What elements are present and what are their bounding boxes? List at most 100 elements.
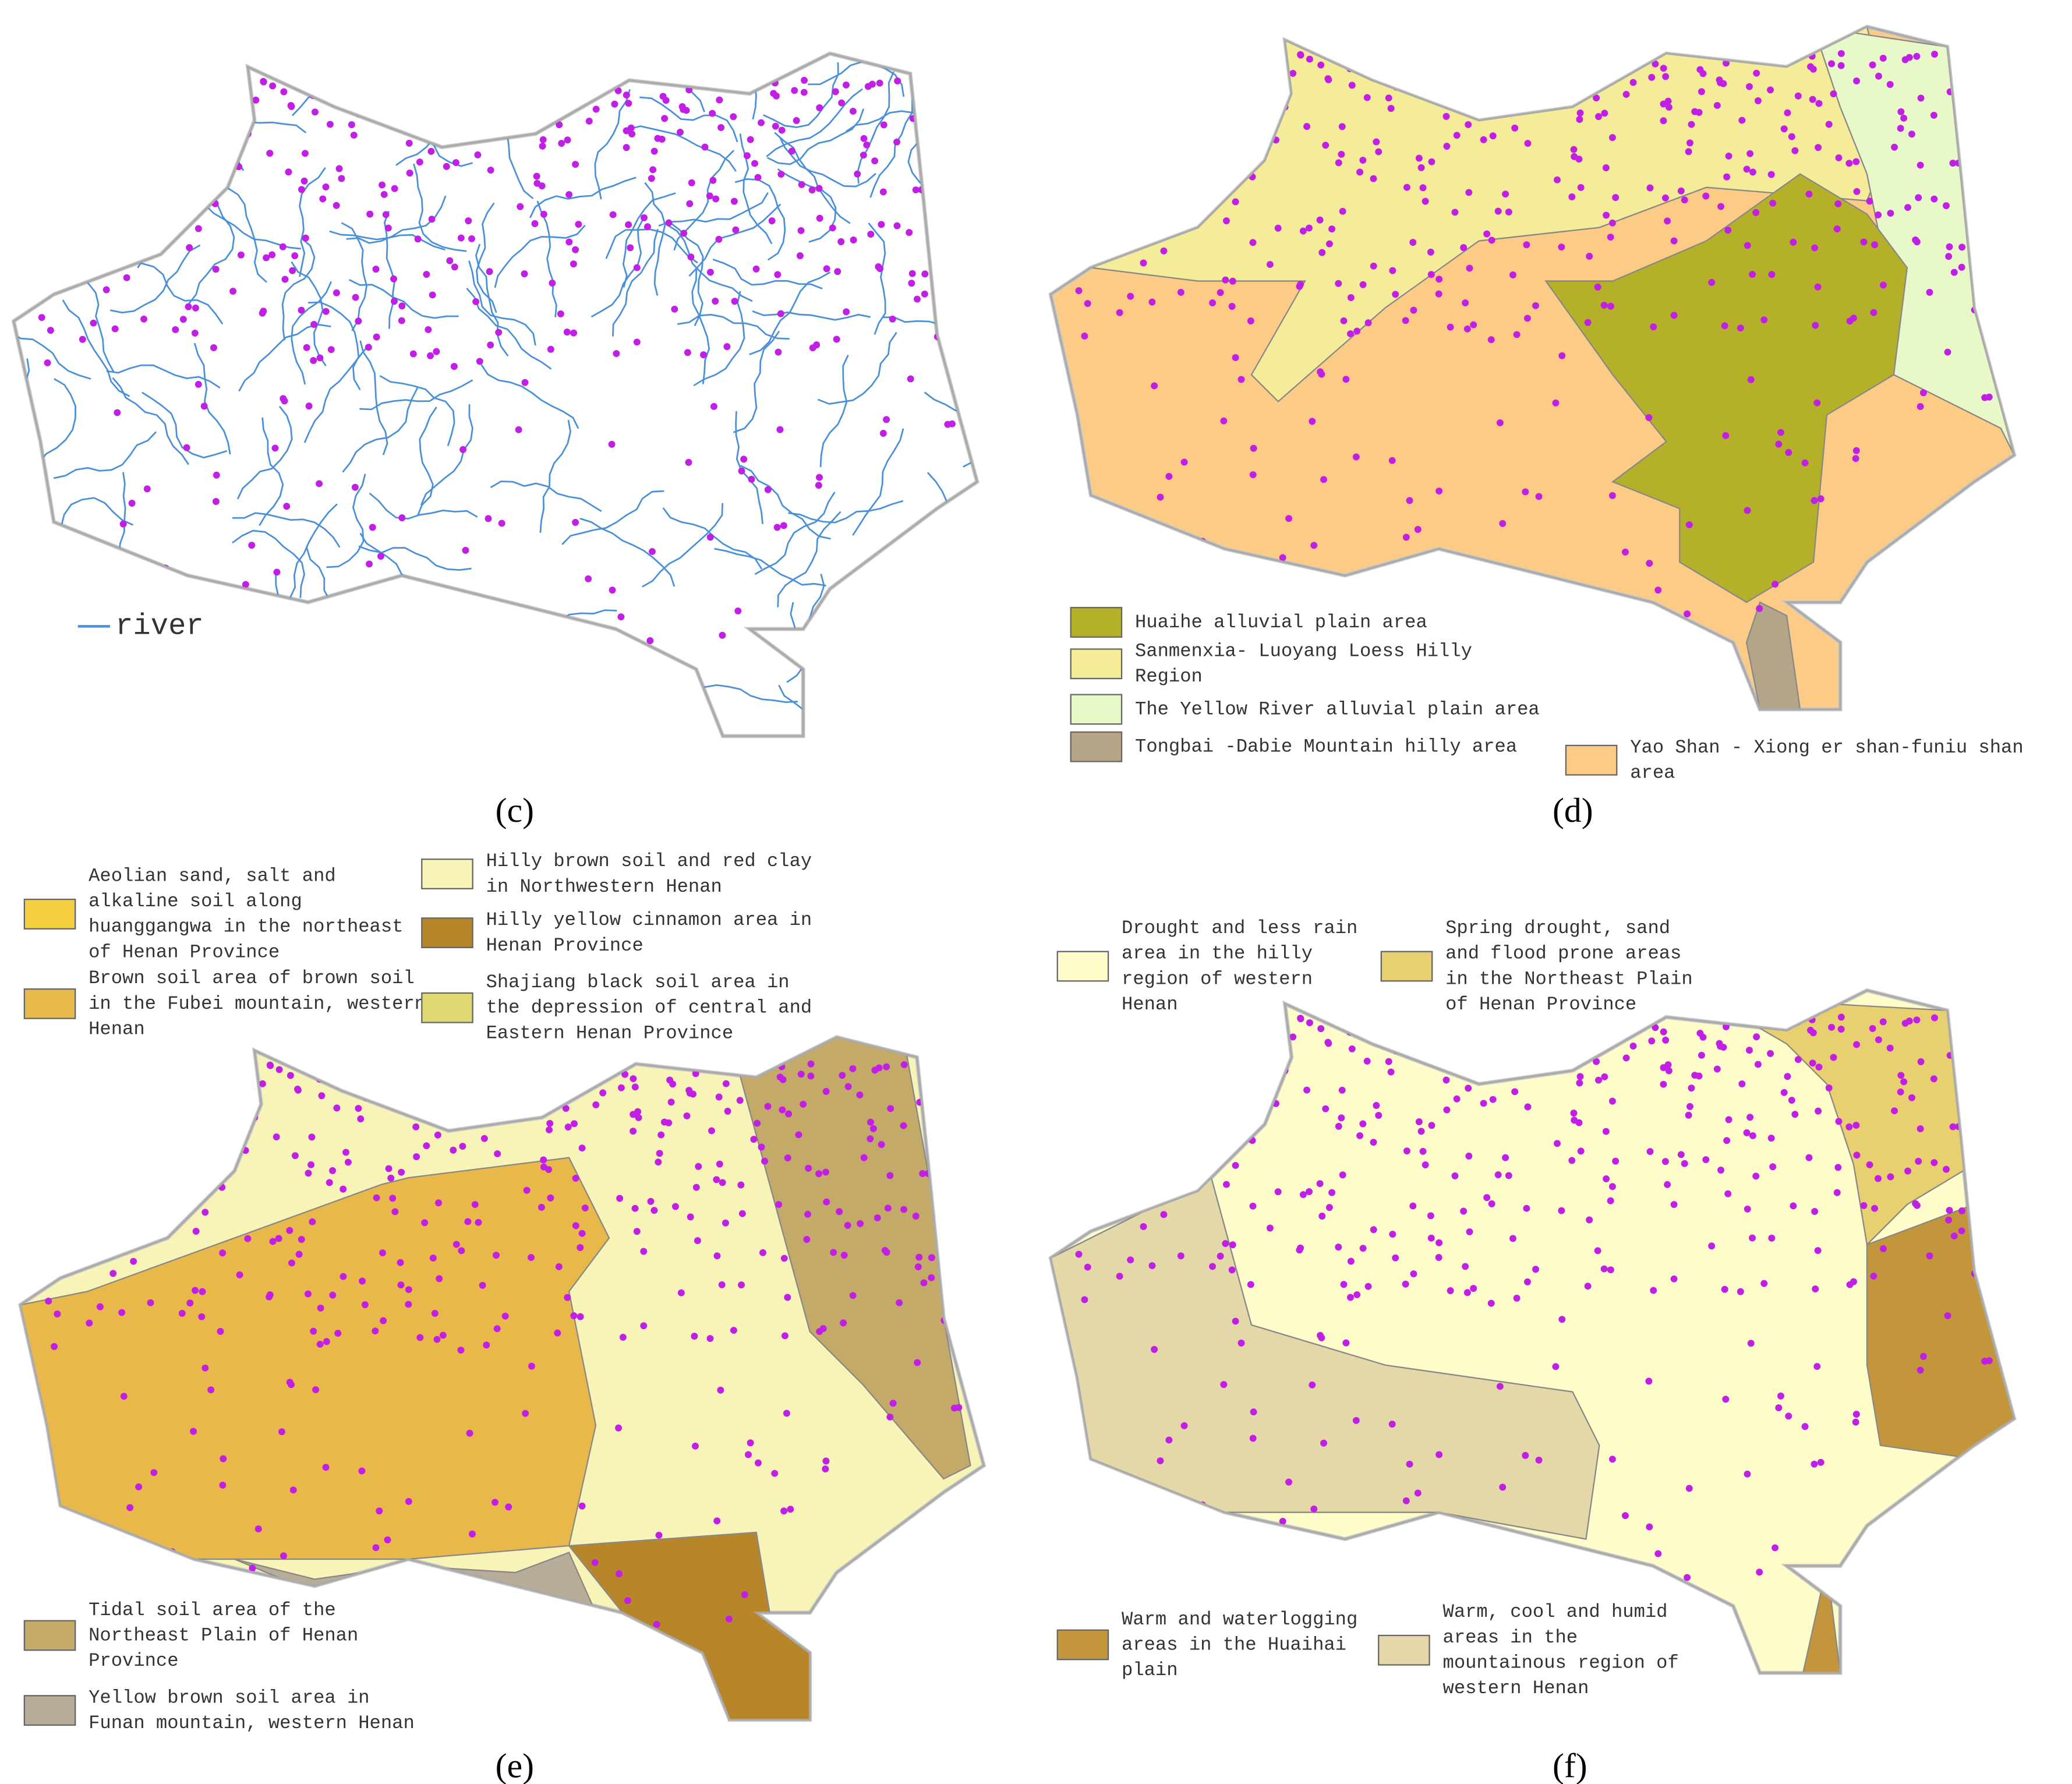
legend-text: Henan [89, 1019, 145, 1040]
sample-point [796, 252, 804, 260]
sample-point [1250, 444, 1257, 452]
sample-point [922, 89, 930, 96]
sample-point [1915, 1157, 1922, 1165]
sample-point [780, 1507, 788, 1515]
legend-text: The Yellow River alluvial plain area [1135, 698, 1540, 720]
sample-point [459, 1143, 466, 1150]
sample-point [871, 157, 879, 165]
sample-point [1137, 1062, 1145, 1069]
river [917, 98, 977, 154]
sample-point [816, 1328, 823, 1336]
sample-point [630, 1128, 637, 1135]
sample-point [1480, 1100, 1487, 1107]
sample-point [1930, 111, 1937, 119]
sample-point [44, 1174, 51, 1181]
sample-point [773, 524, 781, 531]
legend-swatch [1565, 744, 1618, 776]
sample-point [572, 1175, 579, 1182]
sample-point [956, 1276, 963, 1283]
sample-point [101, 129, 109, 136]
sample-point [1747, 1340, 1755, 1347]
sample-point [829, 224, 836, 232]
sample-point [691, 1333, 698, 1340]
sample-point [752, 265, 760, 273]
sample-point [1088, 1014, 1096, 1022]
sample-point [1815, 144, 1822, 151]
river [480, 364, 579, 429]
sample-point [1853, 77, 1861, 84]
sample-point [554, 1329, 561, 1337]
sample-point [58, 1061, 65, 1069]
sample-point [777, 310, 784, 317]
sample-point [291, 1152, 299, 1160]
sample-point [609, 587, 616, 594]
sample-point [1778, 55, 1785, 62]
sample-point [435, 1199, 442, 1207]
sample-point [1483, 1194, 1491, 1202]
sample-point [815, 1170, 823, 1178]
sample-point [533, 172, 540, 180]
sample-point [921, 119, 929, 127]
sample-point [1532, 1266, 1539, 1273]
legend-swatch [1070, 694, 1123, 725]
sample-point [867, 231, 875, 238]
sample-point [1595, 113, 1602, 121]
sample-point [1664, 1181, 1671, 1188]
zone [1544, 173, 1908, 603]
sample-point [1466, 264, 1473, 272]
sample-point [1753, 1033, 1760, 1041]
river [41, 594, 91, 695]
river [13, 555, 86, 581]
sample-point [647, 1197, 655, 1205]
sample-point [1956, 1044, 1963, 1052]
sample-point [186, 1136, 194, 1143]
sample-point [849, 1065, 857, 1072]
sample-point [630, 1075, 637, 1083]
sample-point [492, 1499, 498, 1506]
sample-point [398, 1168, 405, 1176]
sample-point [1297, 281, 1304, 288]
sample-point [174, 182, 182, 189]
sample-point [140, 315, 148, 323]
sample-point [1075, 1250, 1083, 1258]
sample-point [1744, 242, 1751, 249]
sample-point [1248, 1048, 1256, 1056]
legend-text: Tidal soil area of the [89, 1599, 336, 1621]
sample-point [631, 1083, 639, 1091]
sample-point [804, 1210, 811, 1218]
sample-point [1958, 1227, 1965, 1235]
sample-point [1501, 1050, 1509, 1058]
sample-point [1650, 1287, 1657, 1294]
sample-point [1677, 187, 1685, 195]
sample-point [1561, 76, 1568, 84]
sample-point [1356, 168, 1364, 176]
sample-point [275, 1235, 282, 1242]
sample-point [218, 1064, 225, 1071]
river [346, 195, 447, 244]
sample-point [578, 1230, 586, 1237]
sample-point [1978, 136, 1986, 143]
sample-point [1933, 598, 1941, 606]
sample-point [623, 144, 630, 151]
sample-point [671, 305, 678, 313]
sample-point [1524, 315, 1531, 322]
sample-point [1417, 164, 1425, 171]
legend-text: Sanmenxia- Luoyang Loess Hilly [1135, 640, 1472, 662]
sample-point [686, 200, 694, 207]
sample-point [181, 1165, 189, 1173]
sample-point [384, 224, 392, 232]
sample-point [1988, 1310, 1996, 1317]
sample-point [391, 185, 398, 192]
river [326, 474, 366, 568]
sample-point [398, 317, 405, 324]
sample-point [1266, 1224, 1274, 1232]
sample-point [1289, 1033, 1297, 1041]
sample-point [405, 1301, 412, 1308]
sample-point [921, 270, 929, 278]
sample-point [938, 170, 946, 178]
sample-point [832, 88, 839, 96]
sample-point [1950, 269, 1958, 276]
sample-point [474, 151, 482, 158]
sample-point [640, 214, 648, 221]
sample-point [700, 351, 707, 359]
